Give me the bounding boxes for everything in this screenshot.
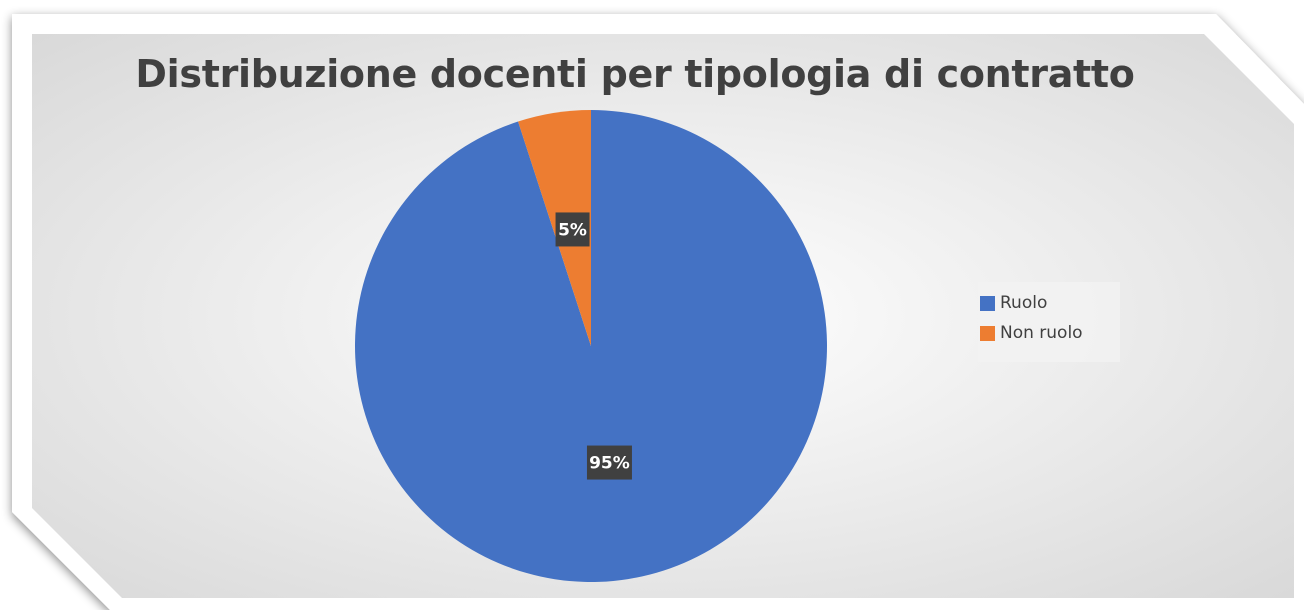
chart-title: Distribuzione docenti per tipologia di c… <box>135 52 1135 96</box>
pie-slice-non-ruolo <box>518 110 591 346</box>
data-label-box-non-ruolo <box>555 212 590 247</box>
legend: Ruolo Non ruolo <box>978 282 1120 362</box>
legend-item-ruolo: Ruolo <box>980 288 1120 318</box>
pie-chart: 95% 5% <box>354 110 827 583</box>
data-label-text-non-ruolo: 5% <box>558 220 587 240</box>
legend-swatch-ruolo <box>980 295 995 311</box>
data-label-non-ruolo: 5% <box>555 212 590 247</box>
data-label-text-ruolo: 95% <box>589 454 630 474</box>
data-label-box-ruolo <box>586 445 632 480</box>
legend-item-non-ruolo: Non ruolo <box>980 318 1120 348</box>
legend-label-non-ruolo: Non ruolo <box>1000 323 1083 343</box>
legend-label-ruolo: Ruolo <box>1000 293 1048 313</box>
pie-slice-ruolo <box>354 110 827 583</box>
legend-swatch-non-ruolo <box>980 325 995 341</box>
data-label-ruolo: 95% <box>586 445 632 480</box>
